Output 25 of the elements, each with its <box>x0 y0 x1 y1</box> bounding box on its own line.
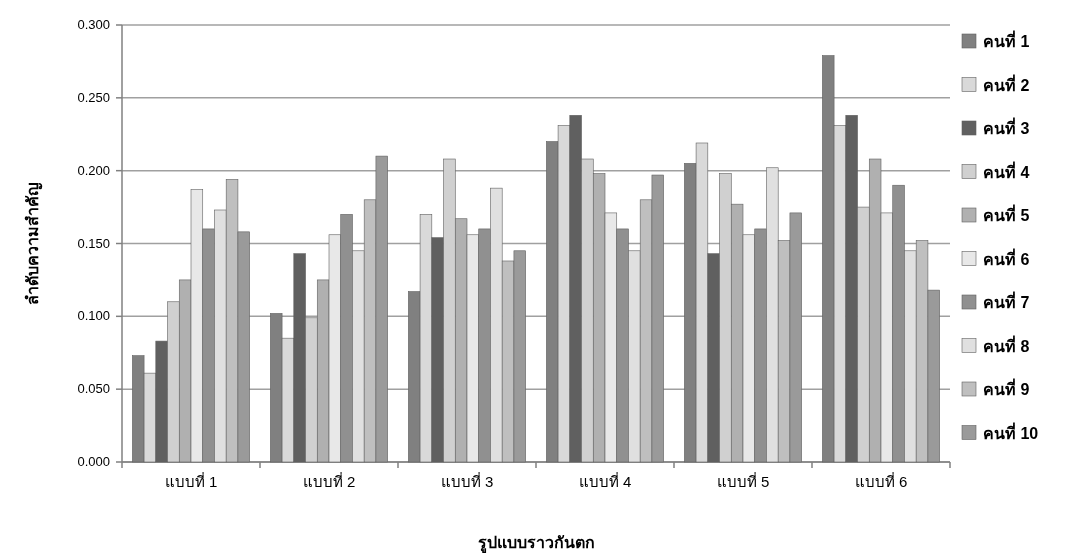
y-tick-label: 0.300 <box>77 17 110 32</box>
x-axis-title: รูปแบบราวกันตก <box>477 534 595 554</box>
y-tick-label: 0.000 <box>77 454 110 469</box>
x-tick-label: แบบที่ 4 <box>578 471 632 490</box>
legend-label: คนที่ 10 <box>983 421 1039 442</box>
y-tick-label: 0.100 <box>77 308 110 324</box>
x-tick-label: แบบที่ 1 <box>164 471 218 490</box>
legend-label: คนที่ 3 <box>983 117 1030 137</box>
legend-label: คนที่ 8 <box>983 334 1030 355</box>
legend-label: คนที่ 4 <box>983 160 1030 181</box>
legend-label: คนที่ 9 <box>983 378 1030 398</box>
y-tick-label: 0.200 <box>77 162 110 178</box>
legend-label: คนที่ 1 <box>983 30 1030 50</box>
x-tick-label: แบบที่ 5 <box>716 471 770 490</box>
legend-label: คนที่ 7 <box>983 291 1030 311</box>
x-tick-label: แบบที่ 6 <box>854 471 908 490</box>
legend-label: คนที่ 2 <box>983 73 1030 94</box>
y-tick-label: 0.050 <box>77 381 110 397</box>
y-tick-label: 0.150 <box>77 235 110 251</box>
legend-label: คนที่ 6 <box>983 247 1030 268</box>
x-tick-label: แบบที่ 2 <box>302 471 356 490</box>
y-tick-label: 0.250 <box>77 89 110 105</box>
y-axis-title: ลำดับความสำคัญ <box>24 182 43 305</box>
legend-label: คนที่ 5 <box>983 204 1030 224</box>
x-tick-label: แบบที่ 3 <box>440 471 494 490</box>
